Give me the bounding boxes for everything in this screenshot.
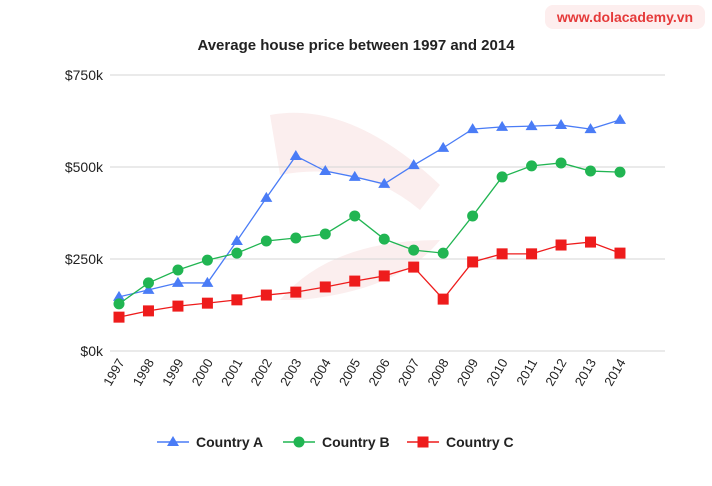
country-c-point (113, 311, 125, 323)
logo-watermark (270, 112, 440, 210)
country-b-point (290, 232, 302, 244)
country-c-point (614, 247, 626, 259)
country-a-point (348, 170, 361, 181)
country-a-point (407, 159, 420, 170)
country-c-point (378, 270, 390, 282)
country-b-point (319, 228, 331, 240)
legend-country-b-marker (293, 436, 305, 448)
country-c-point (260, 289, 272, 301)
x-tick-label: 2004 (306, 356, 333, 389)
watermark-badge[interactable]: www.dolacademy.vn (545, 5, 705, 29)
legend-country-a-label: Country A (196, 434, 263, 450)
country-c-point (437, 293, 449, 305)
country-c-point (319, 281, 331, 293)
country-a-point (319, 165, 332, 176)
country-a-point (230, 234, 243, 245)
x-tick-label: 2005 (336, 356, 363, 389)
legend-country-c-marker (417, 436, 429, 448)
country-c-point (172, 300, 184, 312)
country-c-point (231, 294, 243, 306)
country-b-point (113, 298, 125, 310)
country-a-point (525, 120, 538, 131)
country-c-point (496, 248, 508, 260)
x-tick-label: 2008 (424, 356, 451, 389)
country-b-point (231, 247, 243, 259)
country-a-point (378, 177, 391, 188)
country-a-point (466, 123, 479, 134)
country-b-point (408, 244, 420, 256)
x-tick-label: 2009 (454, 356, 481, 389)
country-c-point (290, 286, 302, 298)
country-a-point (613, 113, 626, 124)
x-tick-label: 2000 (189, 356, 216, 389)
country-a-point (289, 149, 302, 160)
x-tick-label: 2013 (572, 356, 599, 389)
x-tick-label: 2011 (513, 356, 540, 388)
x-tick-label: 2007 (395, 356, 422, 389)
country-c-point (142, 305, 154, 317)
country-c-point (555, 239, 567, 251)
country-a-point (201, 276, 214, 287)
y-tick-label: $0k (80, 343, 104, 359)
country-a-point (260, 191, 273, 202)
country-c-point (201, 297, 213, 309)
country-c-point (349, 275, 361, 287)
country-a-line (118, 119, 621, 298)
country-b-point (526, 160, 538, 172)
chart-title: Average house price between 1997 and 201… (197, 37, 515, 54)
legend-country-c-label: Country C (446, 434, 514, 450)
x-tick-label: 2006 (365, 356, 392, 389)
country-a-point (437, 141, 450, 152)
country-b-point (142, 277, 154, 289)
country-c-point (585, 236, 597, 248)
country-b-point (201, 254, 213, 266)
country-c-point (526, 248, 538, 260)
country-b-point (260, 235, 272, 247)
x-tick-label: 2002 (247, 356, 274, 389)
x-tick-label: 2014 (601, 356, 628, 389)
country-c-point (408, 261, 420, 273)
country-a-point (113, 290, 125, 301)
x-tick-label: 2012 (542, 356, 569, 389)
x-tick-label: 1999 (159, 356, 186, 389)
country-a-point (584, 123, 597, 134)
country-b-point (437, 247, 449, 259)
country-b-point (614, 166, 626, 178)
country-b-point (555, 157, 567, 169)
country-b-point (349, 210, 361, 222)
x-tick-label: 1997 (100, 356, 127, 389)
x-tick-label: 2001 (218, 356, 245, 389)
x-tick-label: 2010 (483, 356, 510, 389)
y-tick-label: $750k (65, 67, 104, 83)
legend-country-a-marker (167, 436, 179, 446)
y-tick-label: $250k (65, 251, 104, 267)
x-tick-label: 1998 (130, 356, 157, 389)
country-c-point (467, 256, 479, 268)
country-b-point (172, 264, 184, 276)
country-a-point (496, 120, 509, 131)
country-a-point (142, 283, 155, 294)
country-b-point (496, 171, 508, 183)
country-b-point (585, 165, 597, 177)
country-b-point (467, 210, 479, 222)
y-tick-label: $500k (65, 159, 104, 175)
x-tick-label: 2003 (277, 356, 304, 389)
country-a-point (555, 119, 568, 130)
country-b-point (378, 233, 390, 245)
country-a-point (171, 276, 184, 287)
legend-country-b-label: Country B (322, 434, 390, 450)
